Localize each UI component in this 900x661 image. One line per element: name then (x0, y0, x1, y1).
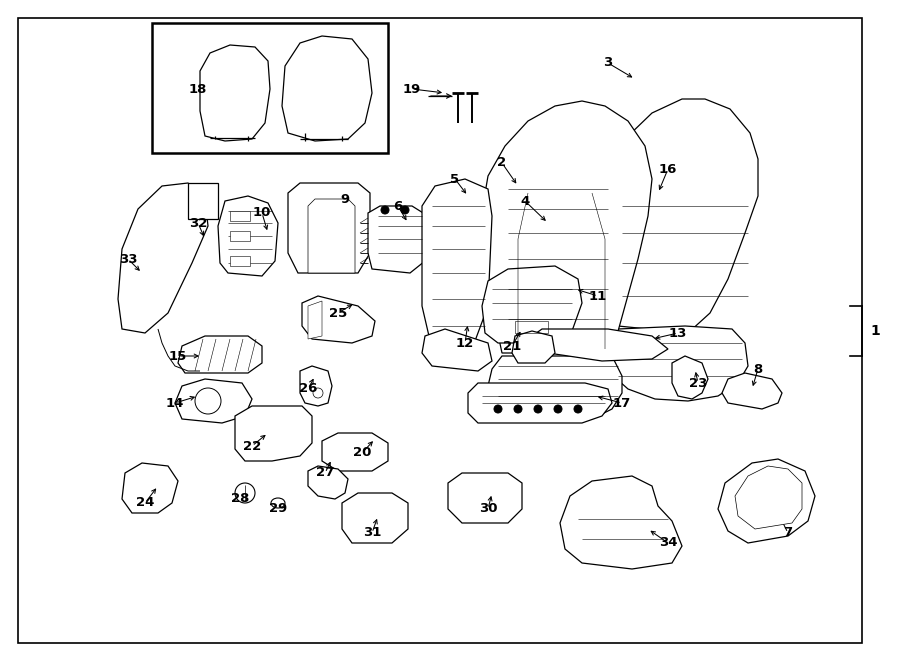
Polygon shape (200, 45, 270, 141)
Text: 23: 23 (688, 377, 707, 389)
Polygon shape (230, 231, 250, 241)
Text: 25: 25 (328, 307, 347, 319)
Polygon shape (308, 199, 355, 273)
Text: 22: 22 (243, 440, 261, 453)
Polygon shape (175, 379, 252, 423)
Text: 1: 1 (870, 324, 880, 338)
Text: 30: 30 (479, 502, 497, 516)
Polygon shape (368, 206, 432, 273)
Polygon shape (178, 336, 262, 373)
Polygon shape (122, 463, 178, 513)
Text: 7: 7 (783, 527, 793, 539)
Polygon shape (282, 36, 372, 141)
Polygon shape (482, 101, 652, 353)
Text: 11: 11 (589, 290, 608, 303)
Polygon shape (308, 466, 348, 499)
Text: 15: 15 (169, 350, 187, 362)
Polygon shape (608, 326, 748, 401)
Circle shape (554, 405, 562, 413)
Text: 3: 3 (603, 56, 613, 69)
Polygon shape (235, 406, 312, 461)
Polygon shape (118, 183, 208, 333)
Polygon shape (512, 331, 555, 363)
Polygon shape (482, 266, 582, 343)
Polygon shape (300, 366, 332, 406)
Text: 5: 5 (450, 173, 460, 186)
Polygon shape (422, 179, 492, 349)
Polygon shape (468, 383, 612, 423)
Text: 6: 6 (393, 200, 402, 212)
Text: 28: 28 (230, 492, 249, 506)
Text: 13: 13 (669, 327, 688, 340)
Text: 21: 21 (503, 340, 521, 352)
Polygon shape (735, 466, 802, 529)
Polygon shape (218, 196, 278, 276)
Polygon shape (718, 459, 815, 543)
Text: 8: 8 (753, 362, 762, 375)
Polygon shape (560, 476, 682, 569)
Circle shape (401, 206, 409, 214)
Polygon shape (602, 99, 758, 333)
Circle shape (494, 405, 502, 413)
Text: 27: 27 (316, 467, 334, 479)
Text: 26: 26 (299, 383, 317, 395)
Circle shape (534, 405, 542, 413)
Text: 10: 10 (253, 206, 271, 219)
Text: 2: 2 (498, 157, 507, 169)
Text: 31: 31 (363, 527, 382, 539)
Polygon shape (448, 473, 522, 523)
Text: 20: 20 (353, 446, 371, 459)
Text: 17: 17 (613, 397, 631, 410)
Polygon shape (302, 296, 375, 343)
Polygon shape (230, 211, 250, 221)
Text: 16: 16 (659, 163, 677, 176)
Circle shape (514, 405, 522, 413)
Text: 9: 9 (340, 192, 349, 206)
Circle shape (195, 388, 221, 414)
Polygon shape (322, 433, 388, 471)
Polygon shape (422, 329, 492, 371)
Polygon shape (188, 183, 218, 219)
Text: 33: 33 (119, 253, 137, 266)
Polygon shape (18, 18, 862, 643)
Polygon shape (152, 23, 388, 153)
Polygon shape (342, 493, 408, 543)
Text: 32: 32 (189, 217, 207, 229)
Polygon shape (308, 301, 322, 339)
Text: 4: 4 (520, 194, 529, 208)
Text: 19: 19 (403, 83, 421, 95)
Text: 14: 14 (166, 397, 184, 410)
Text: 29: 29 (269, 502, 287, 516)
Polygon shape (672, 356, 708, 399)
Circle shape (313, 388, 323, 398)
Polygon shape (288, 183, 370, 273)
Polygon shape (528, 329, 668, 361)
Text: 24: 24 (136, 496, 154, 510)
Circle shape (235, 483, 255, 503)
Polygon shape (722, 373, 782, 409)
Ellipse shape (271, 498, 285, 508)
Text: 34: 34 (659, 537, 677, 549)
Circle shape (574, 405, 582, 413)
Text: 18: 18 (189, 83, 207, 95)
Polygon shape (230, 256, 250, 266)
Text: 12: 12 (456, 336, 474, 350)
Polygon shape (488, 356, 622, 421)
Circle shape (381, 206, 389, 214)
